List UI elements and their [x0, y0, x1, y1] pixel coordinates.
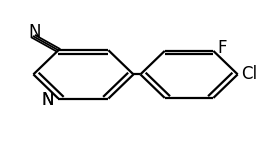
- Text: N: N: [42, 91, 54, 109]
- Text: N: N: [42, 91, 54, 109]
- Text: F: F: [217, 39, 227, 57]
- Text: N: N: [28, 23, 41, 41]
- Text: Cl: Cl: [241, 65, 257, 83]
